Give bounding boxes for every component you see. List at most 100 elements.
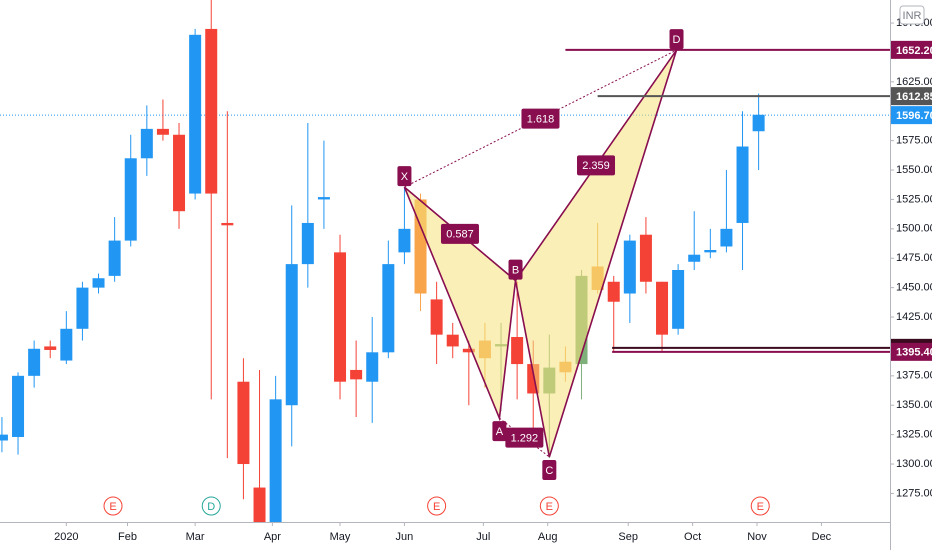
point-label: C (545, 465, 553, 477)
y-tick-label: 1550.00 (896, 164, 932, 176)
x-tick-label: Nov (747, 531, 767, 543)
x-tick-label: Aug (538, 531, 558, 543)
price-label: 1652.20 (896, 45, 932, 57)
point-label: D (673, 34, 681, 46)
candle-body (430, 299, 443, 335)
price-label: 1395.40 (896, 347, 932, 359)
candle-body (720, 228, 733, 247)
x-tick-label: May (330, 531, 351, 543)
currency-bg (899, 5, 925, 25)
x-tick-label: Oct (684, 531, 701, 543)
candle-body (350, 369, 363, 380)
point-label-bg (669, 29, 684, 50)
ratio-label-bg (521, 108, 560, 129)
candle-body (398, 228, 411, 253)
y-tick-label: 1475.00 (896, 252, 932, 264)
ratio-label-bg (440, 223, 479, 244)
candle-body (704, 250, 717, 253)
candle-body (607, 281, 620, 302)
candle-body (462, 348, 475, 353)
y-tick-label: 1325.00 (896, 429, 932, 441)
candle-body (446, 334, 459, 347)
event-label: E (546, 501, 553, 513)
y-tick-label: 1450.00 (896, 282, 932, 294)
candle-body (623, 240, 636, 294)
ratio-label: 0.587 (446, 229, 474, 241)
axes: 1275.001300.001325.001350.001375.001400.… (54, 5, 932, 543)
ratio-label: 1.618 (527, 113, 555, 125)
currency-label: INR (903, 10, 922, 22)
y-tick-label: 1275.00 (896, 487, 932, 499)
candle-body (285, 264, 298, 406)
point-label: B (512, 264, 519, 276)
x-tick-label: 2020 (54, 531, 78, 543)
x-tick-label: Mar (186, 531, 205, 543)
event-marker (103, 496, 123, 516)
candle-body (76, 287, 89, 329)
point-label-bg (542, 459, 557, 480)
candle-body (221, 222, 234, 226)
y-tick-label: 1300.00 (896, 458, 932, 470)
ratio-label-bg (505, 427, 544, 448)
candle-body (60, 328, 73, 361)
candle-body (334, 252, 347, 382)
event-label: E (433, 501, 440, 513)
point-label-bg (508, 259, 523, 280)
event-label: E (757, 501, 764, 513)
candle-body (12, 375, 25, 437)
candle-body (736, 146, 749, 223)
price-label-bg (891, 87, 932, 106)
candle-body (92, 278, 105, 288)
point-label-bg (492, 421, 507, 442)
y-tick-label: 1425.00 (896, 311, 932, 323)
ratio-label: 1.292 (511, 432, 539, 444)
event-label: E (109, 501, 116, 513)
event-marker (201, 496, 221, 516)
ratio-label-bg (577, 155, 616, 176)
candle-body (511, 337, 524, 365)
event-marker (750, 496, 770, 516)
point-label: A (496, 426, 504, 438)
candle-body (124, 158, 137, 241)
candle-body (688, 254, 701, 262)
event-label: D (207, 501, 215, 513)
overlay: E D E E E 0.587 1.292 1.618 2.359 X A B C D (103, 29, 770, 516)
x-tick-label: Jun (396, 531, 414, 543)
candle-body (672, 269, 685, 329)
candle-body (108, 240, 121, 276)
candle-body (140, 128, 153, 159)
x-tick-label: Jul (476, 531, 490, 543)
x-tick-label: Feb (118, 531, 137, 543)
candle-body (639, 234, 652, 282)
price-label: 1596.70 (896, 110, 932, 122)
x-tick-label: Apr (264, 531, 281, 543)
price-label-bg (891, 40, 932, 59)
price-label-bg (891, 106, 932, 125)
y-tick-label: 1625.00 (896, 76, 932, 88)
x-tick-label: Sep (618, 531, 638, 543)
candle-body (205, 28, 218, 194)
plot-area (0, 0, 890, 522)
x-tick-label: Dec (812, 531, 832, 543)
ratio-label: 2.359 (582, 160, 610, 172)
candle-body (156, 128, 169, 135)
event-marker (427, 496, 447, 516)
y-tick-label: 1525.00 (896, 193, 932, 205)
event-marker (539, 496, 559, 516)
point-label-bg (397, 166, 412, 187)
candle-body (189, 34, 202, 194)
candle-body (28, 348, 41, 376)
y-tick-label: 1350.00 (896, 399, 932, 411)
candle-body (656, 281, 669, 335)
y-tick-label: 1575.00 (896, 135, 932, 147)
candle-body (752, 114, 765, 132)
y-tick-label: 1500.00 (896, 223, 932, 235)
candle-body (0, 434, 8, 441)
candle-body (366, 352, 379, 382)
ratio-line (499, 417, 550, 458)
price-label: 1612.85 (896, 91, 932, 103)
candle-body (237, 381, 250, 465)
candle-body (317, 197, 330, 200)
candle-body (301, 222, 314, 265)
